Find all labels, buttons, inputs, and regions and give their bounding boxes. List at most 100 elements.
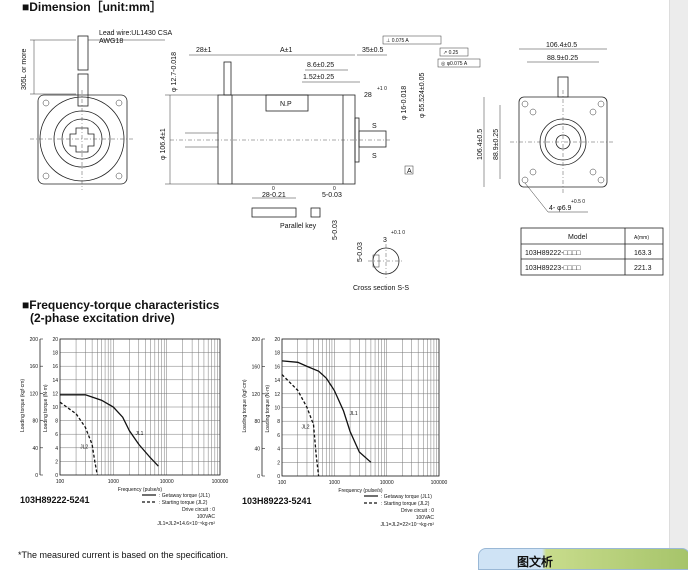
model-table: Model A(mm) 103H89222-□□□□ 163.3 103H892… — [520, 227, 664, 276]
dim-1-52: 1.52±0.25 — [303, 74, 334, 81]
dimension-title: ■Dimension［unit:mm］ — [22, 0, 162, 14]
chart-note: Drive circuit : 0 — [182, 507, 215, 513]
y2-tick-label: 80 — [32, 419, 38, 425]
y-tick-label: 18 — [52, 351, 58, 357]
floating-popup[interactable]: 图文析 — [478, 548, 688, 570]
y-tick-label: 12 — [52, 391, 58, 397]
page-scrollbar-track[interactable] — [669, 0, 688, 564]
legend-entry: : Getaway torque (JL1) — [159, 493, 210, 499]
y2-tick-label: 120 — [30, 391, 39, 397]
plot-frame — [59, 338, 221, 476]
y-tick-label: 4 — [277, 447, 280, 453]
perpendicularity-tolerance: ⊥ 0.075 A — [386, 38, 409, 44]
y2-tick-label: 120 — [252, 392, 261, 398]
series-label: JL2 — [80, 444, 88, 450]
series-line-getaway-torque — [60, 394, 159, 467]
cross-section-depth: 3 — [383, 237, 387, 244]
y-tick-label: 2 — [55, 459, 58, 465]
popup-text: 图文析 — [517, 555, 554, 569]
datasheet-drawing: ■Dimension［unit:mm］ 305L or more Lead wi… — [18, 0, 664, 560]
y2-axis-label: Loading torque (kgf·cm) — [242, 379, 248, 432]
section-mark-s-top: S — [372, 123, 377, 130]
key-height: 5-0.03 — [332, 220, 339, 240]
chart-note: 100VAC — [416, 515, 435, 521]
series-line-starting-torque — [59, 401, 98, 476]
chart-model-label: 103H89222-5241 — [20, 495, 90, 505]
rear-width-outer: 106.4±0.5 — [546, 42, 577, 49]
series-label: JL2 — [302, 425, 310, 431]
y2-tick-label: 0 — [257, 474, 260, 480]
y2-tick-label: 80 — [254, 419, 260, 425]
pilot-diameter-dim: φ 55.524±0.05 — [419, 73, 426, 118]
body-diameter-dim: φ 106.4±1 — [160, 128, 167, 160]
cross-section-width: 5-0.03 — [357, 242, 364, 262]
y-tick-label: 6 — [55, 432, 58, 438]
front-view: 305L or more Lead wire:UL1430 CSA AWG18 — [21, 30, 172, 190]
y-tick-label: 0 — [277, 474, 280, 480]
body-length-dim: A±1 — [280, 47, 293, 54]
key-length-dim: 28 — [364, 92, 372, 99]
y-tick-label: 20 — [52, 337, 58, 343]
y-axis-label: Loading torque (N·m) — [43, 384, 49, 432]
x-axis-label: Frequency (pulse/s) — [118, 487, 163, 493]
x-tick-label: 100 — [56, 479, 65, 485]
shaft-diameter-dim: φ 16-0.018 — [401, 86, 408, 120]
x-tick-label: 100000 — [431, 480, 448, 486]
table-header-a: A(mm) — [634, 235, 649, 241]
series-label: JL1 — [135, 431, 143, 437]
y-tick-label: 2 — [277, 460, 280, 466]
y2-tick-label: 200 — [252, 337, 261, 343]
chart-note: JL1=JL2=14.6×10⁻⁵kg·m² — [157, 521, 215, 527]
shaft-length-dim: 35±0.5 — [362, 47, 383, 54]
section-title: ■Frequency-torque characteristics — [22, 298, 220, 312]
lead-length-label: 305L or more — [21, 49, 28, 90]
y-tick-label: 6 — [277, 433, 280, 439]
legend-entry: : Starting torque (JL2) — [381, 501, 430, 507]
rear-width-pitch: 88.9±0.25 — [547, 55, 578, 62]
lead-wire-gauge: AWG18 — [99, 38, 123, 45]
y2-tick-label: 40 — [32, 446, 38, 452]
x-axis-label: Frequency (pulse/s) — [338, 488, 383, 494]
series-line-getaway-torque — [281, 360, 372, 463]
mounting-holes-tol: +0.5 0 — [571, 199, 585, 205]
x-tick-label: 100000 — [212, 479, 229, 485]
y-tick-label: 14 — [274, 378, 280, 384]
x-tick-label: 100 — [278, 480, 287, 486]
y-tick-label: 4 — [55, 446, 58, 452]
y-tick-label: 0 — [55, 473, 58, 479]
table-cell-a: 163.3 — [634, 250, 652, 257]
y-tick-label: 8 — [277, 419, 280, 425]
chart-note: 100VAC — [197, 514, 216, 520]
y-tick-label: 16 — [274, 364, 280, 370]
parallel-key-label: Parallel key — [280, 223, 317, 230]
y-axis-label: Loading torque (N·m) — [265, 385, 271, 433]
y-tick-label: 20 — [274, 337, 280, 343]
y-tick-label: 10 — [274, 406, 280, 412]
table-cell-model: 103H89222-□□□□ — [525, 250, 581, 257]
side-view: N.P φ 106.4±1 φ 12.7-0.018 28±1 A±1 35±0… — [160, 35, 481, 185]
y2-axis-label: Loading torque (kgf·cm) — [20, 379, 26, 432]
nameplate-label: N.P — [280, 101, 292, 108]
y-tick-label: 14 — [52, 378, 58, 384]
y2-tick-label: 160 — [252, 364, 261, 370]
y2-tick-label: 200 — [30, 337, 39, 343]
y-tick-label: 10 — [52, 405, 58, 411]
runout-tolerance: ↗ 0.25 — [443, 50, 459, 56]
svg-text:0: 0 — [333, 186, 336, 192]
chart-note: Drive circuit : 0 — [401, 508, 434, 514]
y2-tick-label: 40 — [254, 447, 260, 453]
svg-text:0: 0 — [272, 186, 275, 192]
key-width: 5-0.03 — [322, 192, 342, 199]
footnote: *The measured current is based on the sp… — [18, 550, 228, 560]
series-label: JL1 — [350, 411, 358, 417]
chart-note: JL1=JL2=22×10⁻⁵kg·m² — [381, 522, 435, 528]
y-tick-label: 18 — [274, 351, 280, 357]
section-mark-s-bottom: S — [372, 153, 377, 160]
y-tick-label: 16 — [52, 364, 58, 370]
lead-wire-label: Lead wire:UL1430 CSA — [99, 30, 172, 37]
rear-height-outer: 106.4±0.5 — [477, 129, 484, 160]
table-cell-model: 103H89223-□□□□ — [525, 265, 581, 272]
rear-shaft-length-dim: 28±1 — [196, 47, 212, 54]
rear-height-pitch: 88.9±0.25 — [493, 129, 500, 160]
